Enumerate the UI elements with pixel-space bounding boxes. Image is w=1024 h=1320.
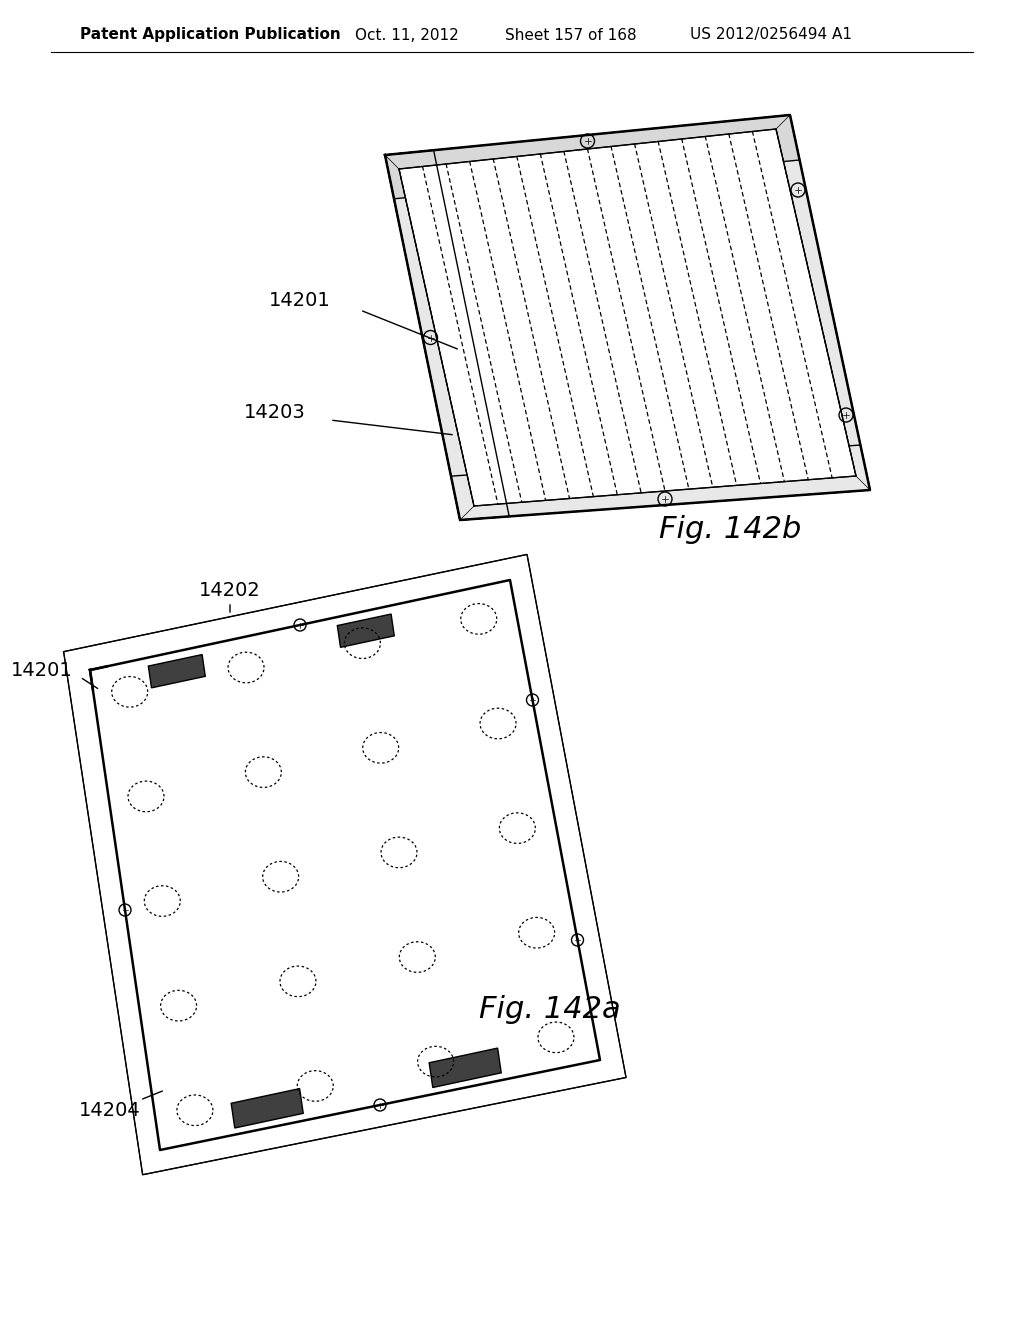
Polygon shape [456,579,600,1072]
Polygon shape [231,1089,303,1129]
Polygon shape [63,554,626,1175]
Text: Sheet 157 of 168: Sheet 157 of 168 [505,28,637,42]
Polygon shape [337,614,394,647]
Polygon shape [399,129,856,506]
Polygon shape [90,659,217,1150]
Text: Fig. 142a: Fig. 142a [479,995,621,1024]
Text: 14203: 14203 [244,403,306,421]
Text: US 2012/0256494 A1: US 2012/0256494 A1 [690,28,852,42]
Polygon shape [451,445,870,520]
Polygon shape [385,150,509,520]
Text: 14201: 14201 [269,290,331,309]
Polygon shape [429,1048,501,1088]
Text: 14201: 14201 [11,660,73,680]
Text: Patent Application Publication: Patent Application Publication [80,28,341,42]
Polygon shape [741,115,870,494]
Text: 14202: 14202 [199,581,261,599]
Text: 14204: 14204 [79,1101,141,1119]
Polygon shape [385,115,800,199]
Text: Fig. 142b: Fig. 142b [658,516,801,544]
Polygon shape [148,655,205,688]
Text: Oct. 11, 2012: Oct. 11, 2012 [355,28,459,42]
Polygon shape [153,1012,600,1150]
Polygon shape [90,579,519,718]
